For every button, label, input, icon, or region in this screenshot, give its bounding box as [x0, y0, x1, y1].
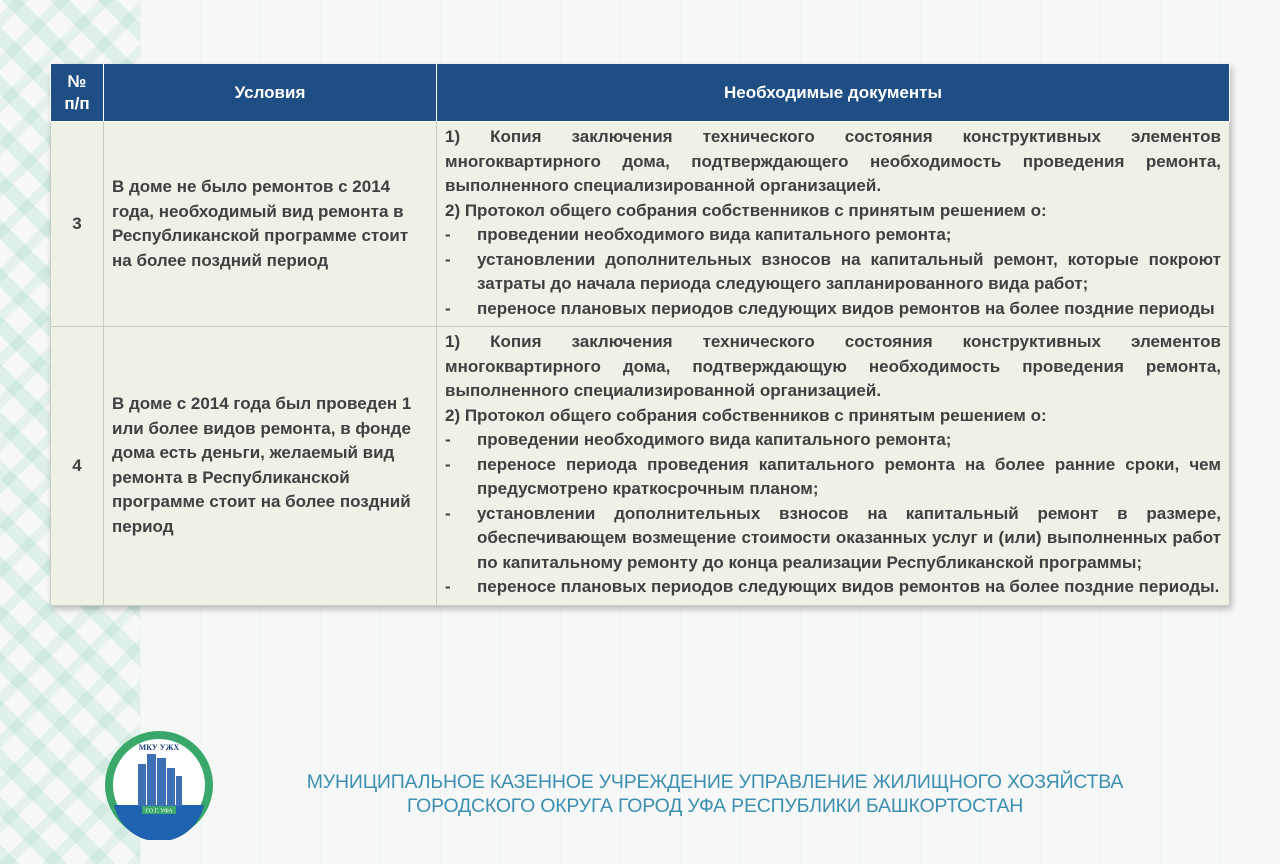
list-item-text: установлении дополнительных взносов на к… [477, 503, 1221, 572]
list-item-text: проведении необходимого вида капитальног… [477, 225, 952, 244]
list-item-text: установлении дополнительных взносов на к… [477, 249, 1221, 294]
logo-top-text: МКУ УЖХ [139, 743, 180, 752]
row-condition: В доме не было ремонтов с 2014 года, нео… [103, 121, 437, 327]
header-documents: Необходимые документы [436, 64, 1230, 122]
document-paragraph: 1) Копия заключения технического состоян… [445, 332, 1221, 400]
row-documents: 1) Копия заключения технического состоян… [436, 326, 1230, 606]
row-number: 4 [50, 326, 104, 606]
row-condition: В доме с 2014 года был проведен 1 или бо… [103, 326, 437, 606]
document-list-item: - установлении дополнительных взносов на … [445, 248, 1221, 297]
bullet-dash: - [445, 577, 451, 596]
document-list-item: - проведении необходимого вида капитально… [445, 428, 1221, 453]
document-paragraph: 2) Протокол общего собрания собственнико… [445, 405, 1047, 425]
row-documents: 1) Копия заключения технического состоян… [436, 121, 1230, 327]
bullet-dash: - [445, 225, 451, 244]
document-list-item: - проведении необходимого вида капитально… [445, 223, 1221, 248]
list-item-text: переносе плановых периодов следующих вид… [477, 298, 1215, 318]
document-list-item: - переносе плановых периодов следующих ви… [445, 575, 1221, 600]
document-paragraph: 1) Копия заключения технического состоян… [445, 127, 1221, 195]
document-list-item: - установлении дополнительных взносов на … [445, 502, 1221, 576]
organization-name: МУНИЦИПАЛЬНОЕ КАЗЕННОЕ УЧРЕЖДЕНИЕ УПРАВЛ… [250, 770, 1180, 818]
mku-uzhkh-logo: МКУ УЖХ ГО Г. УФА [105, 731, 213, 840]
list-item-text: переносе плановых периодов следующих вид… [477, 577, 1220, 596]
header-num-line2: п/п [64, 93, 90, 113]
footer-line-2: ГОРОДСКОГО ОКРУГА ГОРОД УФА РЕСПУБЛИКИ Б… [406, 795, 1024, 817]
footer-line-1: МУНИЦИПАЛЬНОЕ КАЗЕННОЕ УЧРЕЖДЕНИЕ УПРАВЛ… [306, 771, 1124, 793]
document-list-item: - переносе плановых периодов следующих ви… [445, 297, 1221, 322]
bullet-dash: - [445, 298, 451, 318]
logo-bottom-text: ГО Г. УФА [145, 809, 173, 815]
list-item-text: проведении необходимого вида капитальног… [477, 430, 952, 449]
bullet-dash: - [445, 430, 451, 449]
bullet-dash: - [445, 503, 451, 523]
document-list-item: - переносе периода проведения капитальног… [445, 453, 1221, 502]
header-num: № п/п [50, 64, 104, 122]
bullet-dash: - [445, 454, 451, 474]
row-number: 3 [50, 121, 104, 327]
list-item-text: переносе периода проведения капитального… [477, 454, 1221, 499]
table-header-row: № п/п Условия Необходимые документы [50, 64, 1230, 122]
header-conditions: Условия [103, 64, 437, 122]
header-num-line1: № [67, 71, 87, 91]
document-paragraph: 2) Протокол общего собрания собственнико… [445, 200, 1047, 220]
bullet-dash: - [445, 249, 451, 269]
